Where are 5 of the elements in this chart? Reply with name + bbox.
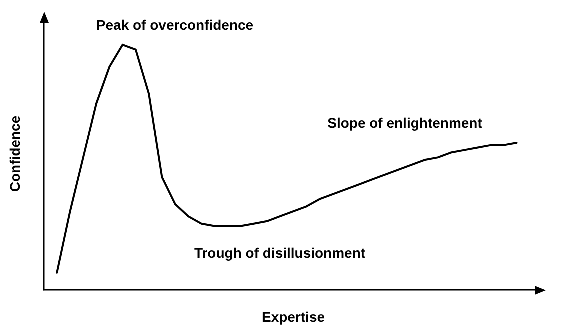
y-axis-title: Confidence [7, 116, 23, 192]
x-axis-title: Expertise [262, 309, 326, 325]
annotation: Trough of disillusionment [194, 245, 366, 261]
annotation: Slope of enlightenment [328, 115, 483, 131]
text: Peak of overconfidence [96, 17, 254, 33]
